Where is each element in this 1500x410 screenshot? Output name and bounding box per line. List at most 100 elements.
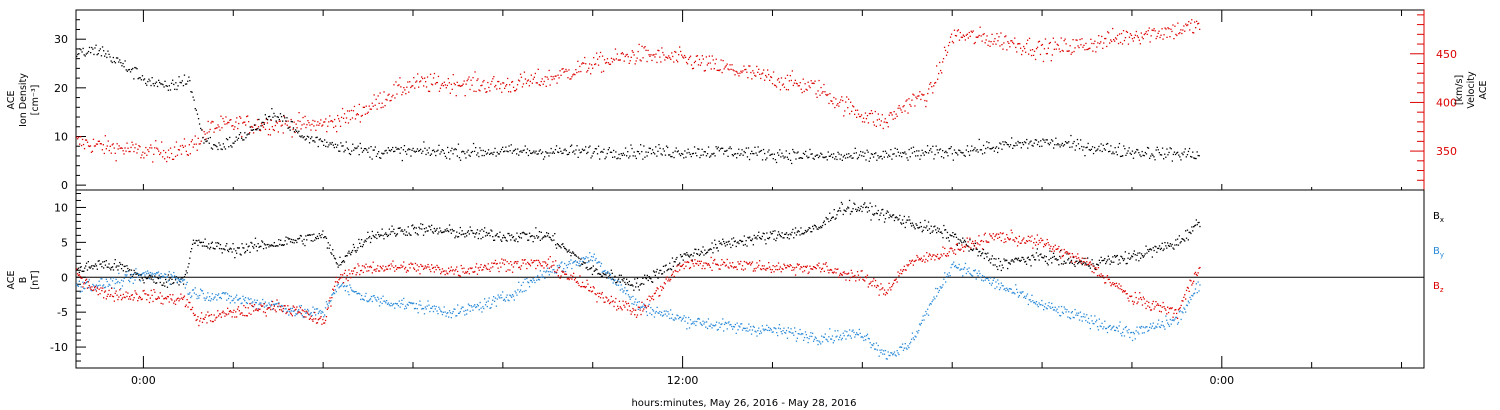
data-point-By	[1169, 318, 1171, 321]
data-point-Bx	[84, 267, 86, 269]
data-point-Bx	[138, 279, 141, 281]
data-point-By	[777, 327, 780, 329]
data-point-left	[617, 157, 619, 159]
data-point-By	[1086, 314, 1088, 316]
data-point-By	[207, 292, 209, 294]
data-point-Bx	[215, 242, 217, 244]
data-point-Bz	[111, 295, 114, 297]
data-point-Bz	[153, 289, 155, 291]
data-point-By	[85, 281, 88, 283]
data-point-left	[665, 145, 668, 147]
data-point-left	[892, 153, 894, 155]
data-point-By	[848, 329, 851, 331]
data-point-right	[668, 55, 670, 57]
data-point-left	[318, 139, 320, 141]
data-point-By	[1025, 295, 1028, 297]
data-point-right	[533, 76, 535, 78]
data-point-left	[885, 152, 888, 154]
data-point-Bx	[142, 279, 144, 281]
data-point-Bz	[165, 297, 167, 299]
data-point-By	[599, 261, 601, 263]
data-point-right	[129, 150, 131, 153]
data-point-Bx	[230, 248, 232, 250]
data-point-left	[78, 53, 80, 55]
data-point-right	[704, 69, 706, 72]
data-point-By	[473, 305, 475, 307]
data-point-By	[750, 326, 752, 328]
data-point-By	[362, 298, 364, 301]
data-point-right	[886, 122, 888, 124]
data-point-Bx	[1007, 262, 1010, 264]
data-point-left	[230, 145, 232, 147]
data-point-Bx	[371, 230, 373, 233]
data-point-By	[659, 310, 661, 313]
data-point-By	[1140, 327, 1142, 329]
data-point-left	[319, 138, 321, 140]
data-point-Bx	[1136, 254, 1138, 256]
data-point-left	[1001, 148, 1003, 150]
data-point-By	[710, 323, 712, 325]
data-point-Bx	[1025, 263, 1028, 265]
data-point-By	[479, 301, 481, 304]
data-point-By	[811, 335, 813, 338]
data-point-Bx	[924, 219, 926, 222]
data-point-Bx	[593, 270, 595, 272]
data-point-Bx	[243, 247, 245, 249]
density-tick-label: 30	[54, 33, 68, 46]
data-point-By	[567, 263, 569, 266]
data-point-Bz	[184, 305, 186, 308]
data-point-Bx	[682, 259, 684, 261]
data-point-right	[674, 50, 676, 53]
data-point-By	[651, 314, 653, 316]
data-point-right	[367, 111, 369, 113]
data-point-By	[212, 298, 214, 301]
data-point-left	[1147, 147, 1150, 149]
data-point-right	[1047, 47, 1049, 49]
data-point-By	[533, 279, 535, 282]
data-point-left	[430, 153, 433, 155]
data-point-left	[388, 149, 390, 151]
data-point-By	[463, 310, 465, 312]
data-point-right	[655, 53, 657, 55]
data-point-Bx	[640, 283, 642, 285]
data-point-Bx	[550, 238, 552, 241]
data-point-right	[499, 87, 501, 90]
data-point-Bz	[250, 313, 252, 315]
data-point-Bx	[841, 203, 843, 205]
data-point-left	[248, 133, 250, 135]
data-point-left	[1037, 141, 1040, 143]
data-point-Bz	[252, 305, 254, 308]
data-point-By	[573, 261, 575, 263]
data-point-right	[463, 80, 465, 82]
data-point-right	[1076, 39, 1078, 41]
data-point-left	[206, 140, 208, 142]
data-point-Bx	[467, 230, 470, 232]
data-point-Bx	[431, 231, 434, 233]
data-point-Bx	[1164, 242, 1166, 244]
data-point-left	[712, 153, 714, 155]
data-point-left	[389, 150, 392, 152]
data-point-right	[1116, 34, 1119, 37]
data-point-By	[1192, 295, 1194, 297]
data-point-Bx	[590, 267, 592, 270]
data-point-left	[177, 85, 179, 87]
data-point-left	[359, 142, 361, 145]
data-point-right	[759, 73, 761, 75]
data-point-Bx	[787, 234, 789, 236]
data-point-By	[157, 271, 160, 273]
data-point-right	[274, 124, 276, 127]
data-point-left	[262, 121, 264, 124]
data-point-Bx	[1113, 261, 1115, 263]
data-point-right	[730, 68, 732, 70]
data-point-right	[898, 105, 900, 107]
data-point-Bx	[397, 227, 399, 229]
data-point-By	[636, 301, 639, 303]
data-point-Bx	[405, 231, 408, 233]
data-point-left	[985, 147, 987, 150]
data-point-By	[790, 328, 792, 330]
data-point-left	[217, 148, 219, 151]
data-point-left	[467, 149, 469, 151]
data-point-Bz	[172, 294, 174, 296]
data-point-Bx	[220, 248, 222, 250]
data-point-By	[545, 271, 547, 273]
